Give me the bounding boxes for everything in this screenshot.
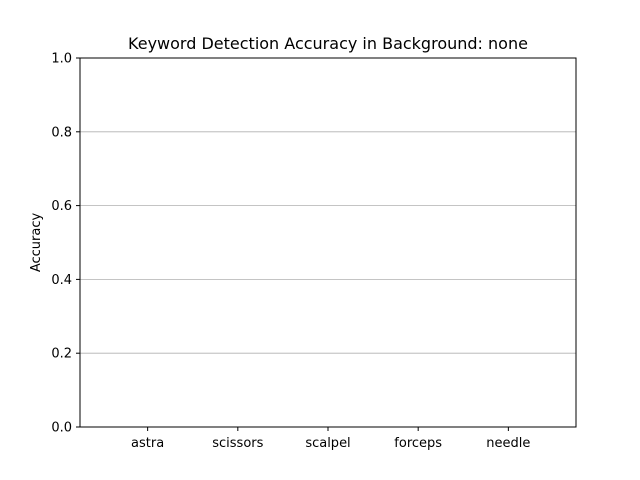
x-tick-label: scalpel xyxy=(305,436,350,451)
x-axis-ticks: astra scissors scalpel forceps needle xyxy=(131,427,530,451)
y-tick-label: 0.8 xyxy=(51,125,72,140)
y-tick-label: 0.2 xyxy=(51,347,72,362)
plot-area-frame xyxy=(79,57,577,428)
y-tick-label: 0.0 xyxy=(51,421,72,436)
x-tick-label: forceps xyxy=(394,436,442,451)
grid-lines xyxy=(80,131,576,354)
y-tick-label: 0.6 xyxy=(51,199,72,214)
y-axis-ticks: 0.0 0.2 0.4 0.6 0.8 1.0 xyxy=(51,52,80,436)
x-tick-label: astra xyxy=(131,436,164,451)
x-tick-label: needle xyxy=(486,436,530,451)
x-tick-label: scissors xyxy=(212,436,263,451)
chart-title: Keyword Detection Accuracy in Background… xyxy=(128,34,528,53)
y-axis-label: Accuracy xyxy=(29,213,44,273)
y-tick-label: 1.0 xyxy=(51,52,72,67)
y-tick-label: 0.4 xyxy=(51,273,72,288)
